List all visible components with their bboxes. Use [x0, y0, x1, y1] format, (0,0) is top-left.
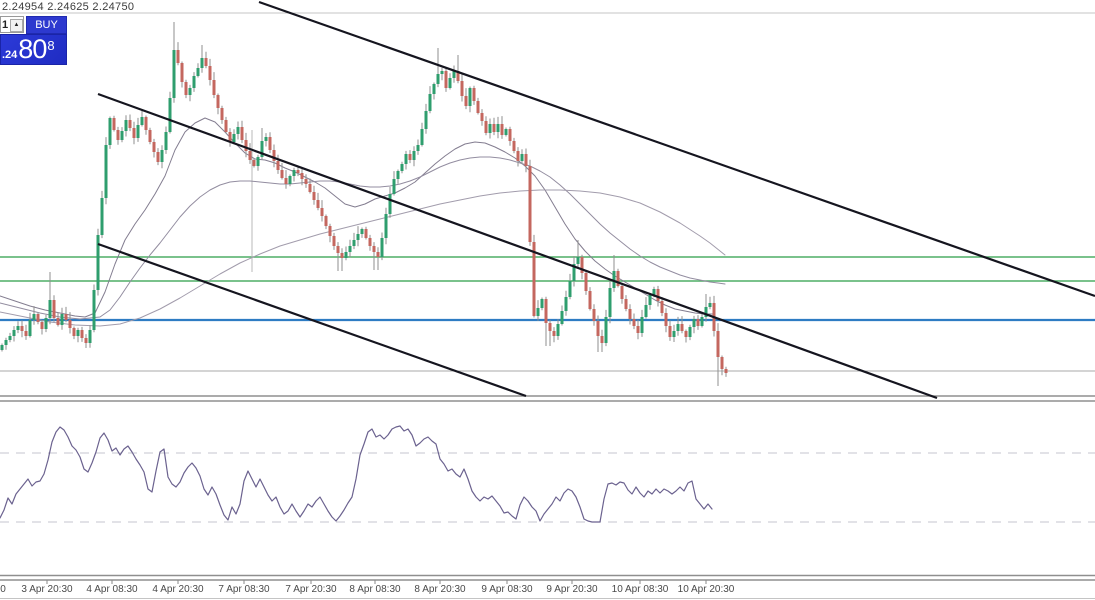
x-axis-label-row: 0 3 Apr 20:30 4 Apr 08:30 4 Apr 20:30 7 Apr … [0, 583, 1095, 600]
x-axis-label: 7 Apr 20:30 [285, 584, 337, 595]
x-axis-label: 4 Apr 08:30 [86, 584, 138, 595]
quantity-input[interactable]: 1 ▲ [0, 16, 24, 33]
buy-button[interactable]: BUY [26, 16, 67, 34]
trade-widget-top-row: 1 ▲ BUY [0, 16, 68, 35]
price-main: 80 [18, 34, 47, 64]
channel-lower[interactable] [97, 242, 527, 398]
x-axis-label: 8 Apr 20:30 [414, 584, 466, 595]
x-axis-label: 3 Apr 20:30 [21, 584, 73, 595]
buy-price-quote-button[interactable]: .24 80 8 [0, 34, 67, 65]
channel-middle[interactable] [97, 92, 938, 400]
pane-borders-layer [0, 12, 1095, 599]
quantity-spinner-up-button[interactable]: ▲ [10, 19, 23, 32]
moving-averages-layer [0, 117, 726, 327]
x-axis-label: 7 Apr 08:30 [218, 584, 270, 595]
oscillator-layer [0, 425, 713, 523]
x-axis-label: 9 Apr 20:30 [546, 584, 598, 595]
x-axis-label: 8 Apr 08:30 [349, 584, 401, 595]
trade-widget: 1 ▲ BUY .24 80 8 [0, 16, 68, 65]
price-superscript: 8 [47, 38, 55, 53]
channel-upper[interactable] [258, 0, 1095, 298]
x-axis-label: 10 Apr 08:30 [611, 584, 669, 595]
trendlines-layer [97, 0, 1095, 400]
x-axis-ticks-layer [46, 580, 707, 584]
x-axis-label: 9 Apr 08:30 [481, 584, 533, 595]
x-axis-label: 10 Apr 20:30 [677, 584, 735, 595]
spinner-up-icon: ▲ [13, 22, 20, 28]
x-axis-label: 0 [0, 584, 6, 595]
quote-prices: 2.24954 2.24625 2.24750 [2, 1, 135, 13]
price-prefix: .24 [2, 49, 18, 61]
quantity-value: 1 [2, 19, 9, 31]
oscillator-threshold-lines-layer [0, 452, 1095, 523]
x-axis-label: 4 Apr 20:30 [152, 584, 204, 595]
